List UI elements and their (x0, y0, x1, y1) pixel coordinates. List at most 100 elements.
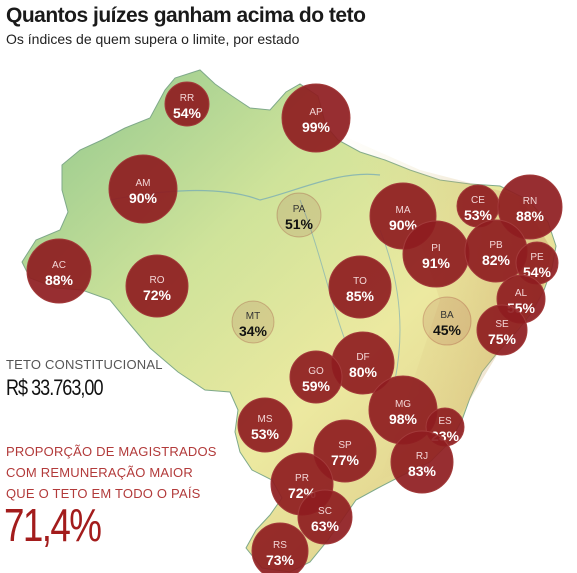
state-value: 80% (349, 364, 378, 380)
state-abbr: RR (180, 93, 194, 104)
state-abbr: PB (489, 240, 503, 251)
state-value: 82% (482, 252, 511, 268)
state-abbr: AC (52, 260, 66, 271)
state-value: 53% (464, 207, 493, 223)
state-value: 88% (516, 208, 545, 224)
state-abbr: SE (495, 319, 509, 330)
bubble-circle (402, 220, 470, 288)
bubble-circle (289, 350, 343, 404)
bubble-circle (26, 238, 92, 304)
state-abbr: MA (396, 205, 411, 216)
bubble-circle (237, 397, 293, 453)
state-value: 91% (422, 255, 451, 271)
state-value: 51% (285, 216, 314, 232)
bubble-circle (422, 296, 472, 346)
state-abbr: PR (295, 473, 309, 484)
state-abbr: GO (308, 366, 324, 377)
state-abbr: AM (136, 178, 151, 189)
state-abbr: PA (293, 204, 306, 215)
state-abbr: RN (523, 196, 537, 207)
state-abbr: ES (438, 416, 452, 427)
state-abbr: MG (395, 399, 411, 410)
bubble-circle (313, 419, 377, 483)
bubble-circle (231, 300, 275, 344)
teto-value: R$ 33.763,00 (6, 375, 104, 400)
proporcao-label: PROPORÇÃO DE MAGISTRADOS COM REMUNERAÇÃO… (6, 444, 217, 501)
state-abbr: AL (515, 288, 528, 299)
state-value: 59% (302, 378, 331, 394)
state-abbr: MS (258, 414, 273, 425)
state-abbr: CE (471, 195, 485, 206)
state-abbr: TO (353, 276, 367, 287)
state-value: 34% (239, 323, 268, 339)
bubble-circle (328, 255, 392, 319)
state-value: 98% (389, 411, 418, 427)
state-value: 75% (488, 331, 517, 347)
bubble-circle (390, 430, 454, 494)
bubble-circle (281, 83, 351, 153)
state-abbr: DF (356, 352, 369, 363)
state-abbr: RS (273, 540, 287, 551)
state-abbr: RO (150, 275, 165, 286)
bubble-circle (297, 489, 353, 545)
bubble-circle (251, 522, 309, 573)
state-value: 90% (389, 217, 418, 233)
teto-label: TETO CONSTITUCIONAL (6, 357, 163, 372)
bubble-circle (476, 304, 528, 356)
state-value: 90% (129, 190, 158, 206)
state-value: 77% (331, 452, 360, 468)
state-value: 73% (266, 552, 295, 568)
state-value: 53% (251, 426, 280, 442)
proporcao-value: 71,4% (4, 499, 102, 551)
state-abbr: PE (530, 252, 544, 263)
map-title: Quantos juízes ganham acima do teto (6, 4, 366, 27)
state-value: 72% (143, 287, 172, 303)
state-value: 45% (433, 322, 462, 338)
bubble-circle (276, 192, 322, 238)
state-value: 83% (408, 463, 437, 479)
state-value: 54% (173, 105, 202, 121)
bubble-circle (125, 254, 189, 318)
state-value: 85% (346, 288, 375, 304)
state-abbr: SP (338, 440, 352, 451)
state-abbr: SC (318, 506, 332, 517)
state-abbr: BA (440, 310, 454, 321)
state-value: 63% (311, 518, 340, 534)
map-subtitle: Os índices de quem supera o limite, por … (6, 31, 300, 47)
state-abbr: PI (431, 243, 440, 254)
state-value: 99% (302, 119, 331, 135)
state-abbr: AP (309, 107, 323, 118)
state-value: 54% (523, 264, 552, 280)
state-value: 88% (45, 272, 74, 288)
state-abbr: RJ (416, 451, 428, 462)
bubble-circle (164, 81, 210, 127)
bubble-circle (108, 154, 178, 224)
bubble-circle (497, 174, 563, 240)
bubble-circle (464, 219, 528, 283)
